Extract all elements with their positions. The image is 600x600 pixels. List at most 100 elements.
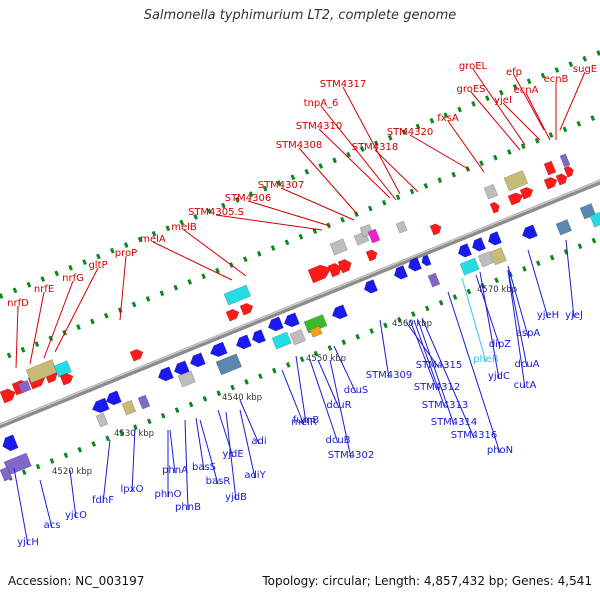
gene-feature bbox=[331, 304, 348, 320]
bottom-gene-label: yjcH bbox=[17, 537, 39, 548]
gene-feature-shape bbox=[251, 329, 267, 344]
tick-mark-bottom bbox=[424, 305, 430, 312]
gene-feature-shape bbox=[177, 370, 196, 388]
gene-feature-shape bbox=[53, 360, 72, 378]
bottom-gene-label: dcuR bbox=[326, 400, 351, 411]
tick-mark-bottom bbox=[105, 435, 110, 442]
bottom-gene-label: adi bbox=[251, 436, 266, 447]
gene-feature bbox=[0, 466, 13, 482]
tick-mark-outer-top bbox=[179, 219, 185, 226]
tick-mark-bottom bbox=[299, 356, 305, 363]
tick-mark-bottom bbox=[230, 384, 235, 391]
bottom-gene-label: melR bbox=[291, 417, 317, 428]
gene-feature-shape bbox=[223, 284, 252, 306]
top-gene-label: proP bbox=[115, 248, 137, 259]
gene-feature-shape bbox=[271, 331, 292, 350]
tick-mark-bottom bbox=[327, 345, 333, 351]
tick-mark-outer-top bbox=[332, 157, 337, 164]
gene-feature bbox=[329, 238, 348, 256]
gene-feature-shape bbox=[427, 272, 441, 288]
tick-mark-bottom bbox=[369, 328, 374, 334]
scale-label: 4530 kbp bbox=[114, 429, 154, 439]
bottom-gene-label-leader bbox=[379, 319, 390, 379]
tick-mark-outer-top bbox=[512, 84, 518, 90]
tick-mark-outer-top bbox=[207, 208, 212, 215]
gene-feature-shape bbox=[487, 231, 503, 246]
tick-mark-bottom bbox=[202, 395, 208, 402]
top-gene-label-leader bbox=[470, 91, 521, 151]
bottom-gene-label-leader bbox=[421, 317, 475, 439]
bottom-gene-label: STM4315 bbox=[416, 360, 463, 371]
gene-feature bbox=[283, 312, 300, 328]
top-gene-label-leader bbox=[280, 187, 355, 221]
top-gene-label: ecnB bbox=[544, 74, 569, 85]
tick-mark-outer-top bbox=[346, 151, 351, 158]
bottom-gene-label: phnO bbox=[155, 489, 182, 500]
tick-mark-outer-top bbox=[12, 287, 18, 294]
top-gene-label-leader bbox=[29, 291, 45, 365]
tick-mark-outer-top bbox=[429, 117, 435, 124]
bottom-gene-label-leader bbox=[309, 359, 339, 444]
gene-feature bbox=[337, 258, 352, 274]
gene-feature-shape bbox=[507, 192, 524, 206]
top-gene-label-leader bbox=[409, 134, 471, 171]
top-gene-label-leader bbox=[342, 86, 401, 195]
gene-feature bbox=[489, 247, 507, 266]
gene-feature bbox=[559, 153, 571, 168]
gene-feature bbox=[427, 272, 441, 288]
gene-feature bbox=[239, 302, 254, 316]
tick-mark-outer-top bbox=[415, 123, 421, 130]
bottom-gene-label-leader bbox=[39, 479, 53, 529]
tick-mark-top bbox=[312, 228, 318, 234]
tick-mark-outer-top bbox=[471, 101, 476, 107]
gene-feature-shape bbox=[173, 360, 190, 376]
gene-feature bbox=[173, 360, 190, 376]
tick-mark-bottom bbox=[452, 294, 458, 300]
tick-mark-bottom bbox=[49, 458, 55, 464]
top-gene-label: nrfG bbox=[62, 273, 84, 284]
gene-feature-shape bbox=[407, 257, 423, 272]
tick-mark-bottom bbox=[535, 260, 541, 267]
bottom-gene-label: STM4312 bbox=[414, 382, 461, 393]
bottom-gene-label: STM4316 bbox=[451, 430, 498, 441]
tick-mark-outer-top bbox=[387, 134, 393, 141]
tick-mark-top bbox=[48, 335, 54, 342]
tick-mark-top bbox=[159, 290, 165, 297]
tick-mark-outer-top bbox=[485, 95, 490, 102]
tick-mark-bottom bbox=[522, 266, 527, 272]
bottom-gene-label-leader bbox=[417, 319, 455, 426]
tick-mark-outer-top bbox=[568, 61, 574, 68]
gene-feature bbox=[53, 360, 72, 378]
bottom-gene-label-leader bbox=[507, 269, 528, 368]
top-gene-label-leader bbox=[525, 92, 551, 141]
bottom-gene-label: pheR bbox=[473, 354, 499, 365]
top-gene-label: nrfE bbox=[34, 284, 54, 295]
gene-feature-shape bbox=[521, 224, 538, 240]
bottom-gene-label: aspA bbox=[516, 328, 541, 339]
bottom-gene-label: yjdB bbox=[225, 492, 247, 503]
tick-mark-top bbox=[395, 194, 401, 201]
tick-mark-top bbox=[298, 233, 304, 240]
gene-feature bbox=[225, 308, 240, 322]
top-gene-label-leader bbox=[318, 128, 391, 199]
gene-feature-shape bbox=[489, 247, 507, 266]
tick-mark-top bbox=[90, 318, 95, 325]
top-gene-label-leader bbox=[183, 229, 247, 277]
tick-mark-bottom bbox=[410, 311, 416, 317]
gene-feature bbox=[303, 314, 328, 334]
bottom-gene-label: lpxO bbox=[121, 484, 144, 495]
tick-mark-bottom bbox=[438, 299, 444, 306]
gene-feature-shape bbox=[489, 201, 500, 214]
gene-feature-shape bbox=[303, 314, 328, 334]
genome-backbone-highlight bbox=[0, 179, 600, 426]
gene-feature bbox=[367, 228, 381, 244]
gene-feature-shape bbox=[225, 308, 240, 322]
gene-feature-shape bbox=[421, 254, 432, 267]
top-gene-label: fxsA bbox=[437, 113, 459, 124]
tick-mark-outer-top bbox=[401, 129, 407, 135]
tick-mark-bottom bbox=[160, 412, 166, 419]
bottom-gene-label: STM4302 bbox=[328, 450, 375, 461]
scale-label: 4520 kbp bbox=[52, 467, 92, 477]
tick-mark-top bbox=[340, 216, 345, 223]
